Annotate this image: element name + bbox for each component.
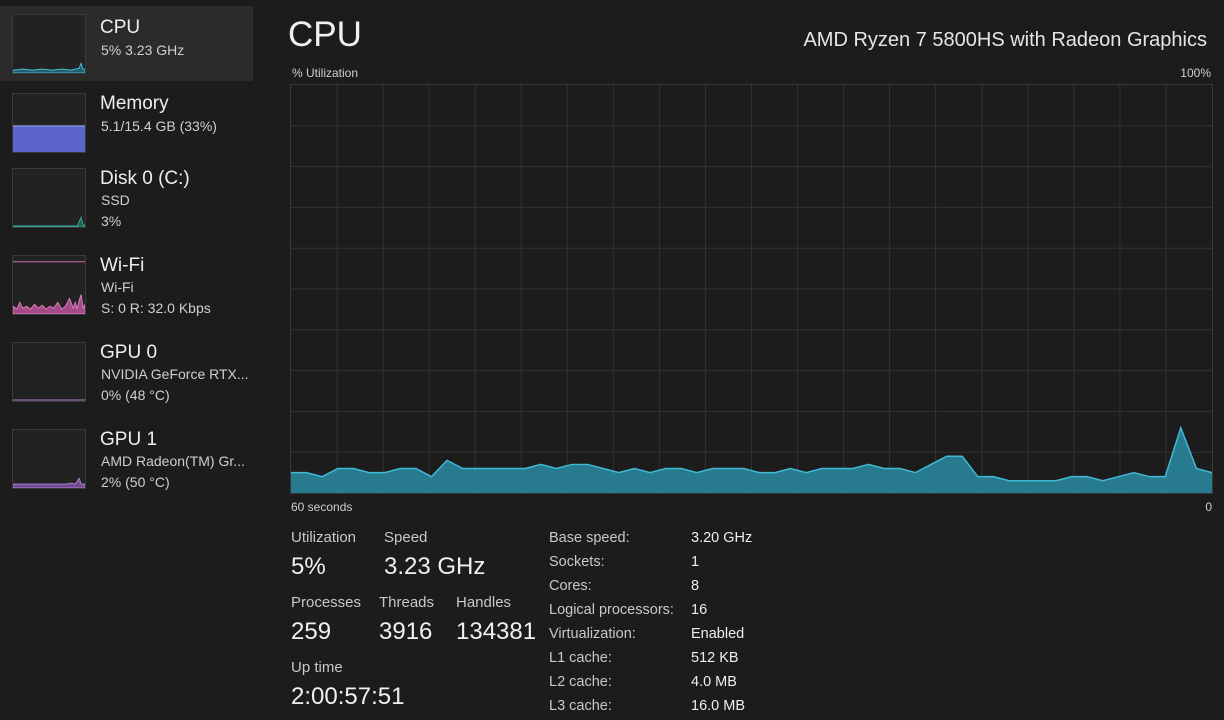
spec-key: L2 cache: (549, 674, 612, 690)
spec-value: Enabled (691, 626, 745, 642)
sidebar: CPU 5% 3.23 GHz Memory 5.1/15.4 GB (33%)… (0, 0, 262, 720)
gpu1-thumbnail-graph (12, 429, 86, 489)
threads-value: 3916 (379, 618, 433, 645)
sidebar-item-gpu0[interactable]: GPU 0 NVIDIA GeForce RTX... 0% (48 °C) (0, 334, 253, 409)
handles-label: Handles (456, 594, 512, 611)
uptime-value: 2:00:57:51 (291, 683, 405, 710)
sidebar-item-title: Disk 0 (C:) (100, 168, 190, 189)
sidebar-item-title: GPU 1 (100, 429, 158, 450)
sidebar-item-cpu[interactable]: CPU 5% 3.23 GHz (0, 6, 253, 81)
uptime-label: Up time (291, 659, 343, 676)
sidebar-item-gpu1[interactable]: GPU 1 AMD Radeon(TM) Gr... 2% (50 °C) (0, 421, 253, 496)
sidebar-item-title: GPU 0 (100, 342, 158, 363)
cpu-model-name: AMD Ryzen 7 5800HS with Radeon Graphics (803, 29, 1207, 51)
y-axis-max-label: 100% (1180, 66, 1211, 80)
gpu0-thumbnail-graph (12, 342, 86, 402)
page-title: CPU (288, 15, 362, 54)
y-axis-label: % Utilization (292, 66, 359, 80)
speed-value: 3.23 GHz (384, 553, 486, 580)
cpu-utilization-graph (290, 84, 1213, 494)
spec-key: L3 cache: (549, 698, 612, 714)
spec-key: Logical processors: (549, 602, 674, 618)
handles-value: 134381 (456, 618, 537, 645)
spec-key: Virtualization: (549, 626, 636, 642)
sidebar-item-line1: SSD (101, 192, 130, 208)
sidebar-item-line1: 5.1/15.4 GB (33%) (101, 118, 217, 134)
spec-value: 8 (691, 578, 700, 594)
speed-label: Speed (384, 529, 428, 546)
spec-key: Cores: (549, 578, 592, 594)
sidebar-item-line2: 3% (101, 213, 122, 229)
wifi-thumbnail-graph (12, 255, 86, 315)
spec-value: 4.0 MB (691, 674, 737, 690)
utilization-value: 5% (291, 553, 326, 580)
cpu-thumbnail-graph (12, 14, 86, 74)
utilization-label: Utilization (291, 529, 357, 546)
processes-value: 259 (291, 618, 332, 645)
spec-value: 16.0 MB (691, 698, 745, 714)
cpu-utilization-line (291, 425, 1212, 482)
sidebar-item-title: CPU (100, 17, 141, 38)
sidebar-item-wifi[interactable]: Wi-Fi Wi-Fi S: 0 R: 32.0 Kbps (0, 247, 253, 322)
threads-label: Threads (379, 594, 435, 611)
memory-thumbnail-graph (12, 93, 86, 153)
sidebar-item-line1: AMD Radeon(TM) Gr... (101, 453, 245, 469)
spec-value: 1 (691, 554, 700, 570)
sidebar-item-line1: NVIDIA GeForce RTX... (101, 366, 249, 382)
sidebar-item-line2: 0% (48 °C) (101, 387, 170, 403)
x-axis-left-label: 60 seconds (291, 500, 353, 514)
sidebar-item-title: Memory (100, 93, 169, 114)
sidebar-item-line2: S: 0 R: 32.0 Kbps (101, 300, 211, 316)
spec-key: L1 cache: (549, 650, 612, 666)
sidebar-item-title: Wi-Fi (100, 255, 145, 276)
spec-value: 512 KB (691, 650, 739, 666)
spec-key: Sockets: (549, 554, 605, 570)
processes-label: Processes (291, 594, 362, 611)
disk-thumbnail-graph (12, 168, 86, 228)
sidebar-item-line2: 2% (50 °C) (101, 474, 170, 490)
cpu-graph-svg (291, 85, 1212, 493)
sidebar-item-memory[interactable]: Memory 5.1/15.4 GB (33%) (0, 85, 253, 160)
spec-value: 3.20 GHz (691, 530, 753, 546)
sidebar-item-disk[interactable]: Disk 0 (C:) SSD 3% (0, 160, 253, 235)
sidebar-item-line1: Wi-Fi (101, 279, 134, 295)
spec-key: Base speed: (549, 530, 630, 546)
sidebar-item-line1: 5% 3.23 GHz (101, 42, 185, 58)
x-axis-right-label: 0 (1205, 500, 1212, 514)
spec-value: 16 (691, 602, 708, 618)
